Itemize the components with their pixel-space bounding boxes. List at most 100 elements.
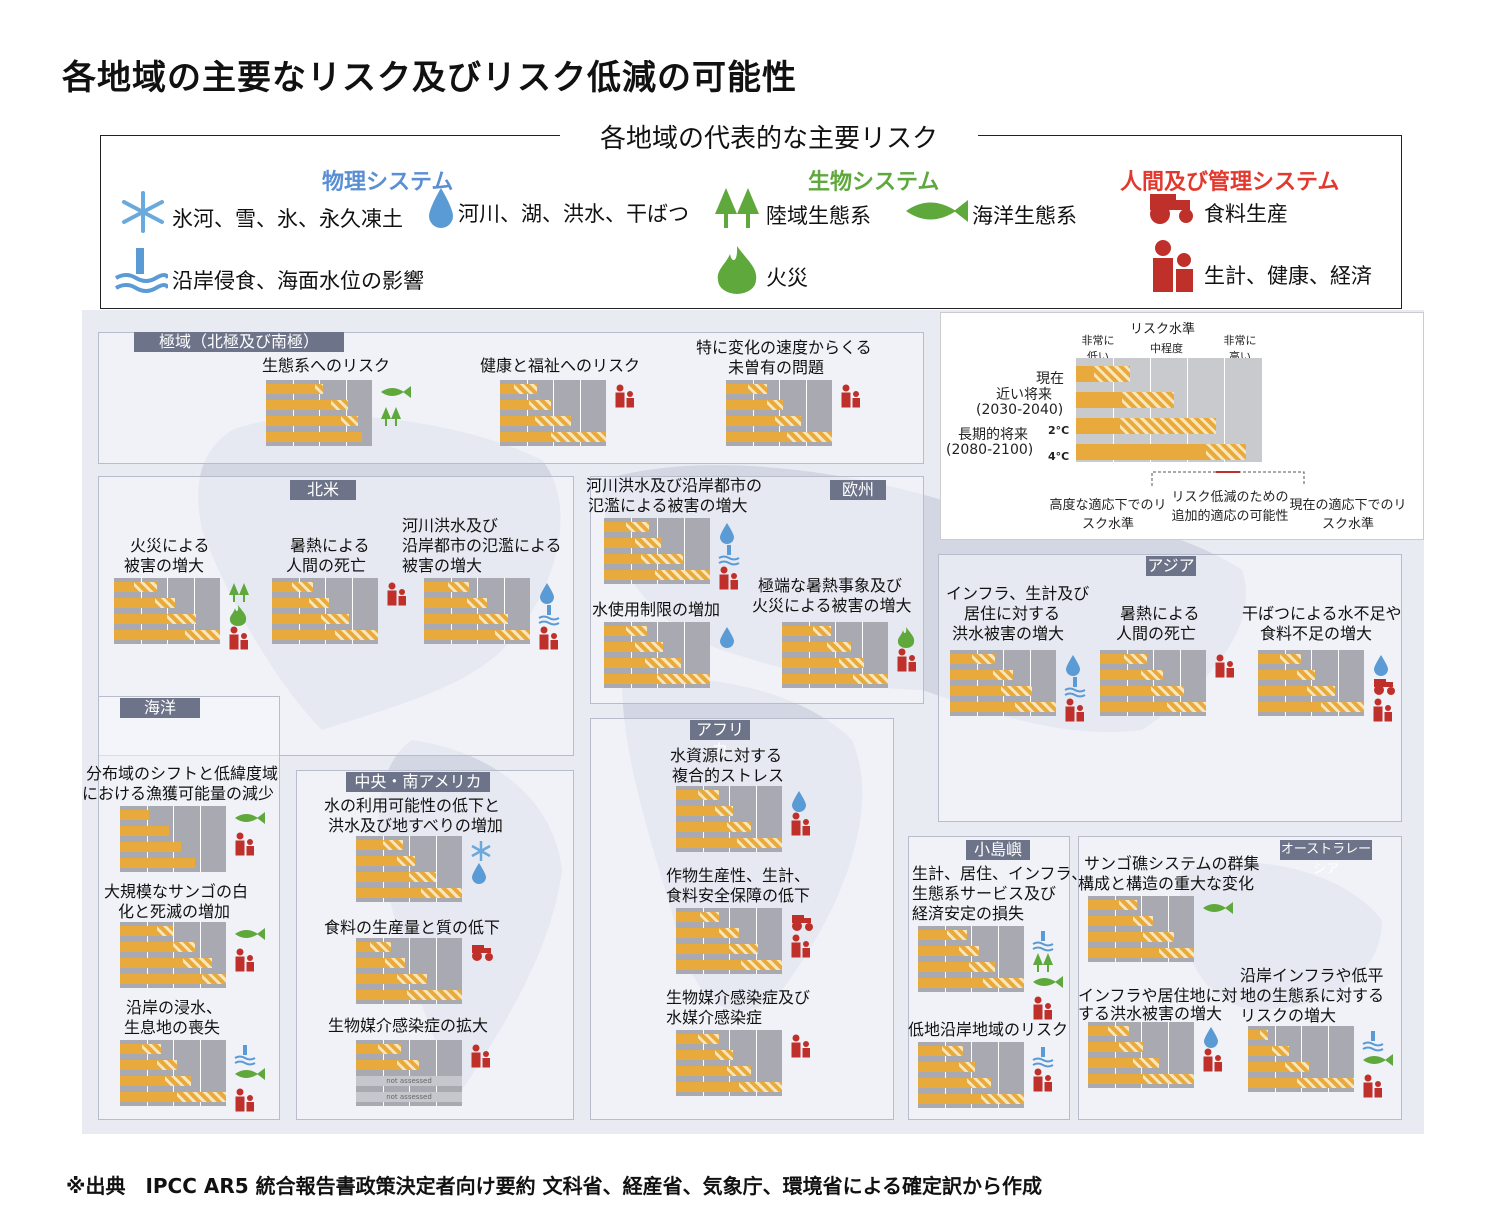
people-icon — [1214, 654, 1234, 678]
risk-bar-solid — [500, 400, 529, 410]
fish-icon — [380, 384, 411, 404]
risk-bar-hatched — [774, 416, 802, 426]
risk-bar-hatched — [421, 888, 462, 898]
risk-bar-hatched — [640, 554, 684, 564]
risk-bar-hatched — [853, 674, 888, 684]
risk-bar-hatched — [634, 642, 664, 652]
risk-bar-solid — [950, 686, 1001, 696]
chart-gridline — [199, 806, 201, 872]
key-medium: 中程度 — [1150, 342, 1183, 355]
risk-level-chart — [1258, 650, 1364, 716]
chart-gridline — [579, 380, 581, 446]
risk-title: サンゴ礁システムの群集 — [1084, 854, 1260, 873]
chart-gridline — [1179, 650, 1181, 716]
chart-gridline — [971, 1042, 972, 1108]
risk-bar-solid — [120, 958, 184, 968]
risk-bar-solid — [120, 974, 202, 984]
drop-icon — [718, 522, 738, 544]
risk-bar-solid — [604, 570, 655, 580]
risk-bar-hatched — [331, 400, 348, 410]
risk-bar-hatched — [1143, 932, 1174, 942]
risk-title: インフラ、生計及び — [946, 584, 1090, 603]
drop-icon — [470, 862, 490, 884]
chart-gridline — [1114, 1022, 1116, 1088]
people-icon — [234, 1088, 254, 1112]
risk-bar-hatched — [714, 1050, 734, 1060]
risk-title: 生息地の喪失 — [124, 1018, 221, 1037]
risk-bar-hatched — [729, 944, 758, 954]
risk-bar-hatched — [981, 1094, 1024, 1104]
risk-bar-solid — [726, 432, 788, 442]
risk-bar-solid — [424, 598, 467, 608]
risk-title: 沿岸都市の氾濫による — [402, 536, 562, 555]
risk-level-chart — [356, 938, 462, 1004]
risk-bar-hatched — [942, 1046, 963, 1056]
risk-bar-solid — [424, 630, 496, 640]
risk-bar-hatched — [1167, 702, 1206, 712]
chart-gridline — [1153, 650, 1154, 716]
chart-gridline — [702, 1030, 704, 1096]
risk-level-chart — [950, 650, 1056, 716]
risk-level-chart — [500, 380, 606, 446]
region-label-ocean: 海洋 — [120, 698, 200, 718]
key-risk-chart — [1076, 358, 1262, 462]
chart-gridline — [755, 1030, 757, 1096]
chart-gridline — [1167, 896, 1169, 962]
chart-gridline — [382, 1040, 384, 1106]
risk-bar-hatched — [173, 942, 196, 952]
risk-bar-solid — [782, 626, 813, 636]
tractor-icon — [470, 942, 493, 962]
risk-level-chart — [424, 578, 530, 644]
risk-bar-solid — [676, 806, 715, 816]
risk-bar-hatched — [966, 1078, 992, 1088]
risk-bar-solid — [918, 930, 947, 940]
risk-level-chart — [918, 926, 1024, 992]
risk-bar-solid — [726, 400, 767, 410]
risk-title: インフラや居住地に対 — [1078, 986, 1238, 1005]
risk-bar-hatched — [1132, 916, 1154, 926]
risk-bar-hatched — [972, 654, 995, 664]
risk-bar-hatched — [626, 522, 649, 532]
chart-gridline — [292, 380, 294, 446]
risk-bar-solid — [356, 1044, 379, 1054]
key-near-years: (2030-2040) — [976, 402, 1064, 418]
risk-bar-solid — [676, 960, 742, 970]
risk-bar-hatched — [396, 974, 428, 984]
chart-gridline — [167, 578, 168, 644]
chart-gridline — [702, 908, 704, 974]
risk-bar-hatched — [1321, 702, 1364, 712]
risk-title: 食料の生産量と質の低下 — [324, 918, 501, 937]
fish-icon — [906, 200, 968, 222]
people-icon — [386, 582, 406, 606]
fish-icon — [1032, 974, 1063, 994]
risk-bar-solid — [918, 978, 984, 988]
risk-bar-solid — [1088, 1042, 1119, 1052]
legend-fire-label: 火災 — [766, 266, 808, 290]
risk-bar-solid — [114, 598, 155, 608]
fish-icon — [234, 810, 265, 830]
risk-title: 経済安定の損失 — [912, 904, 1025, 923]
risk-level-chart — [782, 622, 888, 688]
risk-title: 生計、居住、インフラ、 — [912, 864, 1088, 883]
risk-bar-solid — [918, 1046, 943, 1056]
key-4deg: 4°C — [1048, 450, 1070, 463]
risk-bar-hatched — [968, 962, 996, 972]
risk-bar-hatched — [737, 838, 782, 848]
key-high-adapt: 高度な適応下でのリスク水準 — [1049, 498, 1167, 532]
chart-gridline — [193, 578, 195, 644]
risk-bar-hatched — [185, 630, 220, 640]
risk-bar-solid — [1248, 1030, 1261, 1040]
people-icon — [538, 626, 558, 650]
risk-bar-hatched — [1306, 686, 1336, 696]
chart-gridline — [553, 380, 554, 446]
chart-gridline — [755, 908, 757, 974]
tree-icon — [715, 188, 759, 228]
chart-gridline — [173, 922, 174, 988]
chart-gridline — [808, 622, 810, 688]
chart-gridline — [477, 578, 478, 644]
risk-bar-solid — [604, 538, 635, 548]
risk-bar-hatched — [550, 432, 606, 442]
risk-bar-solid — [1248, 1078, 1297, 1088]
people-icon — [234, 832, 254, 856]
chart-gridline — [146, 806, 148, 872]
